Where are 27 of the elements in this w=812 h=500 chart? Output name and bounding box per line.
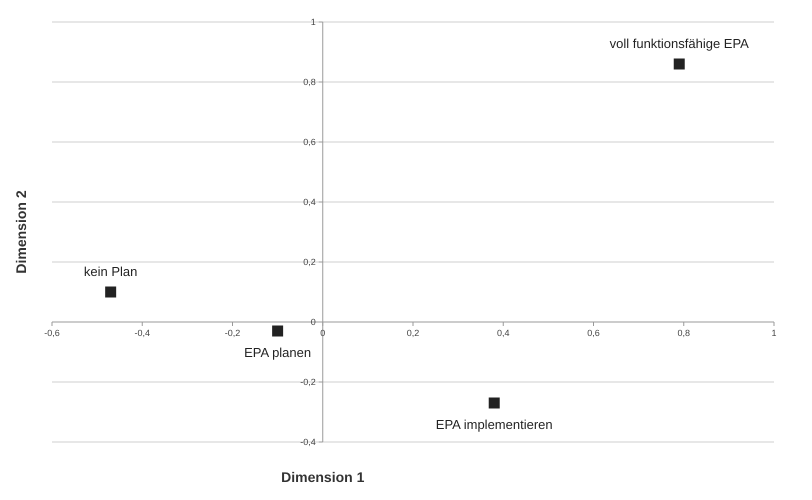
y-tick-label: 1	[310, 17, 316, 27]
x-tick-label: -0,4	[134, 328, 150, 338]
point	[105, 286, 116, 298]
y-tick-label: -0,4	[300, 437, 316, 447]
y-tick-label: 0,6	[303, 137, 316, 147]
annotation: voll funktionsfähige EPA	[610, 36, 750, 51]
point	[272, 326, 284, 336]
x-tick-label: -0,6	[44, 328, 60, 338]
y-tick-label: 0,2	[303, 257, 316, 267]
annotation: EPA planen	[244, 345, 312, 360]
x-tick-label: 1	[771, 328, 777, 338]
y-axis-title: Dimension 2	[13, 190, 29, 274]
y-tick-label: -0,2	[300, 377, 316, 387]
x-axis-title: Dimension 1	[281, 469, 365, 485]
x-tick-label: 0,6	[587, 328, 600, 338]
annotation: EPA implementieren	[436, 417, 553, 432]
x-tick-label: 0,2	[406, 328, 420, 338]
y-tick-label: 0,8	[303, 77, 316, 87]
x-tick-label: 0	[320, 328, 326, 338]
x-tick-label: 0,4	[496, 328, 510, 338]
annotation: kein Plan	[84, 264, 138, 279]
point	[488, 398, 500, 408]
x-tick-label: 0,8	[677, 328, 690, 338]
x-tick-label: -0,2	[224, 328, 240, 338]
y-tick-label: 0	[310, 317, 316, 327]
point	[674, 58, 685, 70]
y-tick-label: 0,4	[303, 197, 316, 207]
